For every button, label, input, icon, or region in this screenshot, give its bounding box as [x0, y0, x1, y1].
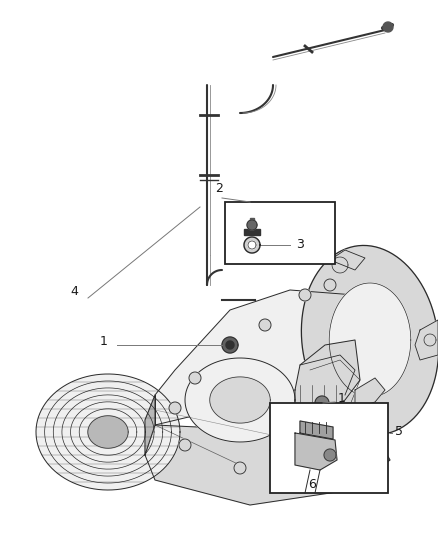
Polygon shape [383, 22, 393, 32]
Circle shape [169, 402, 181, 414]
Text: 1: 1 [100, 335, 108, 348]
Circle shape [259, 319, 271, 331]
Polygon shape [247, 220, 257, 230]
Bar [225, 202, 335, 264]
Polygon shape [155, 290, 390, 425]
Text: 6: 6 [308, 478, 316, 491]
Text: 1: 1 [338, 392, 346, 405]
Text: 2: 2 [215, 182, 223, 195]
Polygon shape [248, 241, 256, 249]
Polygon shape [295, 433, 337, 470]
Bar [270, 403, 388, 493]
Polygon shape [244, 229, 260, 235]
Polygon shape [250, 218, 254, 232]
Circle shape [179, 439, 191, 451]
Polygon shape [330, 250, 365, 270]
Text: 5: 5 [395, 425, 403, 438]
Polygon shape [324, 449, 336, 461]
Polygon shape [300, 421, 333, 439]
Polygon shape [315, 396, 329, 410]
Polygon shape [36, 374, 180, 490]
Circle shape [324, 279, 336, 291]
Circle shape [189, 372, 201, 384]
Circle shape [224, 339, 236, 351]
Polygon shape [210, 377, 270, 423]
Polygon shape [185, 358, 295, 442]
Polygon shape [329, 283, 411, 397]
Text: 4: 4 [70, 285, 78, 298]
Polygon shape [415, 320, 438, 360]
Polygon shape [355, 378, 385, 408]
Polygon shape [226, 341, 234, 349]
Polygon shape [222, 337, 238, 353]
Polygon shape [145, 395, 155, 455]
Polygon shape [88, 416, 128, 448]
Text: 3: 3 [296, 238, 304, 251]
Polygon shape [301, 246, 438, 434]
Circle shape [234, 462, 246, 474]
Polygon shape [244, 237, 260, 253]
Circle shape [299, 289, 311, 301]
Polygon shape [295, 340, 360, 415]
Circle shape [289, 424, 301, 436]
Polygon shape [145, 425, 390, 505]
